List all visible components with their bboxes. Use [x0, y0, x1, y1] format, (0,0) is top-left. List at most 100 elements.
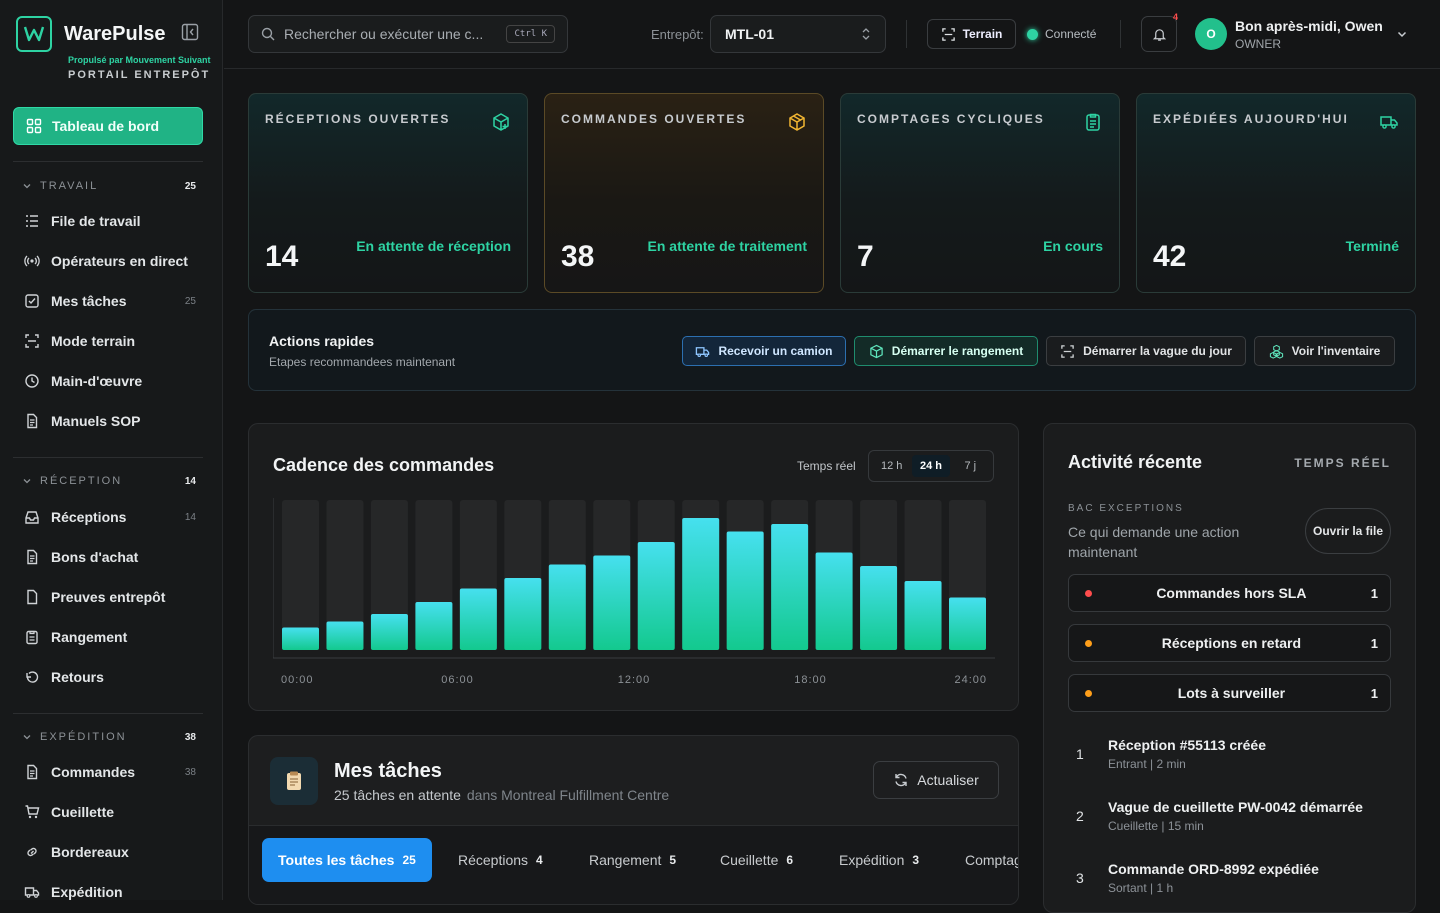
chevron-down-icon[interactable] — [1396, 28, 1408, 40]
command-search[interactable]: Rechercher ou exécuter une c... Ctrl K — [248, 15, 568, 53]
chart-bar[interactable] — [637, 542, 675, 650]
chart-bar[interactable] — [682, 518, 720, 650]
user-role: OWNER — [1235, 37, 1281, 51]
sidebar-item-field-mode[interactable]: Mode terrain — [24, 327, 196, 355]
tab-counts[interactable]: Comptages — [965, 838, 1018, 882]
nav-count: 14 — [184, 511, 196, 523]
notifications-button[interactable] — [1141, 16, 1177, 52]
chart-bar[interactable] — [282, 627, 319, 651]
search-input[interactable]: Rechercher ou exécuter une c... — [284, 26, 484, 42]
scan-icon — [25, 334, 39, 348]
tab-picking[interactable]: Cueillette 6 — [720, 838, 793, 882]
section-expedition[interactable]: EXPÉDITION 38 — [22, 731, 196, 743]
chart-bar[interactable] — [504, 578, 542, 650]
chart-bar[interactable] — [459, 588, 497, 651]
kpi-shipped-today[interactable]: EXPÉDIÉES AUJOURD'HUI 42 Terminé — [1136, 93, 1416, 293]
sidebar-item-labor[interactable]: Main-d'œuvre — [24, 367, 196, 395]
bar-track — [326, 500, 364, 650]
tab-label: Cueillette — [720, 852, 779, 868]
receive-truck-button[interactable]: Recevoir un camion — [682, 336, 846, 366]
user-greeting[interactable]: Bon après-midi, Owen — [1235, 18, 1383, 34]
chart-bar[interactable] — [815, 552, 853, 651]
start-daily-wave-button[interactable]: Démarrer la vague du jour — [1046, 336, 1246, 366]
kpi-open-receptions[interactable]: RÉCEPTIONS OUVERTES 14 En attente de réc… — [248, 93, 528, 293]
chart-bar[interactable] — [593, 555, 631, 651]
warepulse-logo[interactable] — [16, 16, 52, 52]
brand-name: WarePulse — [64, 23, 166, 45]
chart-bar[interactable] — [326, 621, 364, 651]
sidebar-item-dashboard[interactable]: Tableau de bord — [13, 107, 203, 145]
tab-label: Toutes les tâches — [278, 852, 395, 868]
x-tick-label: 24:00 — [954, 674, 987, 686]
tab-count: 4 — [536, 853, 543, 867]
activity-index: 3 — [1076, 870, 1084, 886]
kpi-status: En attente de réception — [356, 238, 511, 254]
exception-late-receptions[interactable]: Réceptions en retard 1 — [1068, 624, 1391, 662]
chart-bar[interactable] — [726, 531, 764, 651]
sidebar-item-shipping[interactable]: Expédition — [24, 878, 196, 906]
collapse-sidebar-icon[interactable] — [181, 23, 199, 41]
tab-count: 6 — [786, 853, 794, 867]
section-travail[interactable]: TRAVAIL 25 — [22, 180, 196, 192]
sidebar-item-warehouse-proofs[interactable]: Preuves entrepôt — [24, 583, 196, 611]
section-reception[interactable]: RÉCEPTION 14 — [22, 475, 196, 487]
chart-bar[interactable] — [370, 614, 408, 650]
exception-sla-orders[interactable]: Commandes hors SLA 1 — [1068, 574, 1391, 612]
tab-receptions[interactable]: Réceptions 4 — [458, 838, 543, 882]
chart-bar[interactable] — [548, 564, 586, 651]
tab-count: 3 — [912, 853, 920, 867]
open-queue-button[interactable]: Ouvrir la file — [1305, 508, 1391, 554]
chart-bar[interactable] — [949, 597, 986, 651]
file-icon — [27, 589, 38, 605]
chart-bar[interactable] — [415, 602, 453, 650]
document-icon — [27, 413, 38, 429]
chart-title: Cadence des commandes — [273, 455, 495, 475]
chart-bar[interactable] — [860, 566, 898, 650]
avatar[interactable]: O — [1195, 18, 1227, 50]
kpi-cycle-counts[interactable]: COMPTAGES CYCLIQUES 7 En cours — [840, 93, 1120, 293]
range-24h[interactable]: 24 h — [912, 455, 950, 477]
kpi-open-orders[interactable]: COMMANDES OUVERTES 38 En attente de trai… — [544, 93, 824, 293]
range-12h[interactable]: 12 h — [880, 460, 903, 472]
sidebar-item-putaway[interactable]: Rangement — [24, 623, 196, 651]
x-tick-label: 18:00 — [794, 674, 827, 686]
sidebar-item-receptions[interactable]: Réceptions 14 — [24, 503, 196, 531]
chart-bar[interactable] — [771, 524, 809, 650]
terrain-button[interactable]: Terrain — [927, 19, 1016, 49]
x-tick-label: 00:00 — [281, 674, 314, 686]
start-putaway-button[interactable]: Démarrer le rangement — [854, 336, 1038, 366]
sidebar-item-slips[interactable]: Bordereaux — [24, 838, 196, 866]
tab-count: 25 — [402, 853, 416, 867]
updown-chevron-icon — [862, 28, 870, 40]
tab-putaway[interactable]: Rangement 5 — [589, 838, 676, 882]
exception-lots-watch[interactable]: Lots à surveiller 1 — [1068, 674, 1391, 712]
search-icon — [261, 27, 275, 41]
dashboard-label: Tableau de bord — [52, 118, 160, 134]
sidebar-item-returns[interactable]: Retours — [24, 663, 196, 691]
checkbox-icon — [25, 294, 39, 308]
view-inventory-button[interactable]: Voir l'inventaire — [1254, 336, 1395, 366]
tab-label: Comptages — [965, 852, 1018, 868]
sidebar-item-picking[interactable]: Cueillette — [24, 798, 196, 826]
tab-all-tasks[interactable]: Toutes les tâches 25 — [262, 838, 432, 882]
my-tasks-card: Mes tâches 25 tâches en attente dans Mont… — [248, 735, 1019, 905]
bell-icon — [1152, 28, 1166, 41]
warehouse-value: MTL-01 — [725, 26, 774, 42]
section-title: TRAVAIL — [40, 180, 99, 192]
sidebar-item-purchase-orders[interactable]: Bons d'achat — [24, 543, 196, 571]
range-7d[interactable]: 7 j — [964, 460, 977, 472]
refresh-button[interactable]: Actualiser — [873, 761, 999, 799]
tab-shipping[interactable]: Expédition 3 — [839, 838, 919, 882]
clipboard-icon — [287, 771, 301, 790]
sidebar-item-my-tasks[interactable]: Mes tâches 25 — [24, 287, 196, 315]
nav-label: Mes tâches — [51, 293, 127, 309]
chart-bar[interactable] — [904, 581, 942, 650]
sidebar-item-work-queue[interactable]: File de travail — [24, 207, 196, 235]
exception-label: Lots à surveiller — [1177, 685, 1286, 701]
sidebar-item-sop-manuals[interactable]: Manuels SOP — [24, 407, 196, 435]
warehouse-select[interactable]: MTL-01 — [710, 15, 886, 53]
sidebar-item-live-operators[interactable]: Opérateurs en direct — [24, 247, 196, 275]
portal-label: PORTAIL ENTREPÔT — [68, 69, 211, 81]
sidebar-item-orders[interactable]: Commandes 38 — [24, 758, 196, 786]
truck-icon — [1380, 116, 1398, 129]
